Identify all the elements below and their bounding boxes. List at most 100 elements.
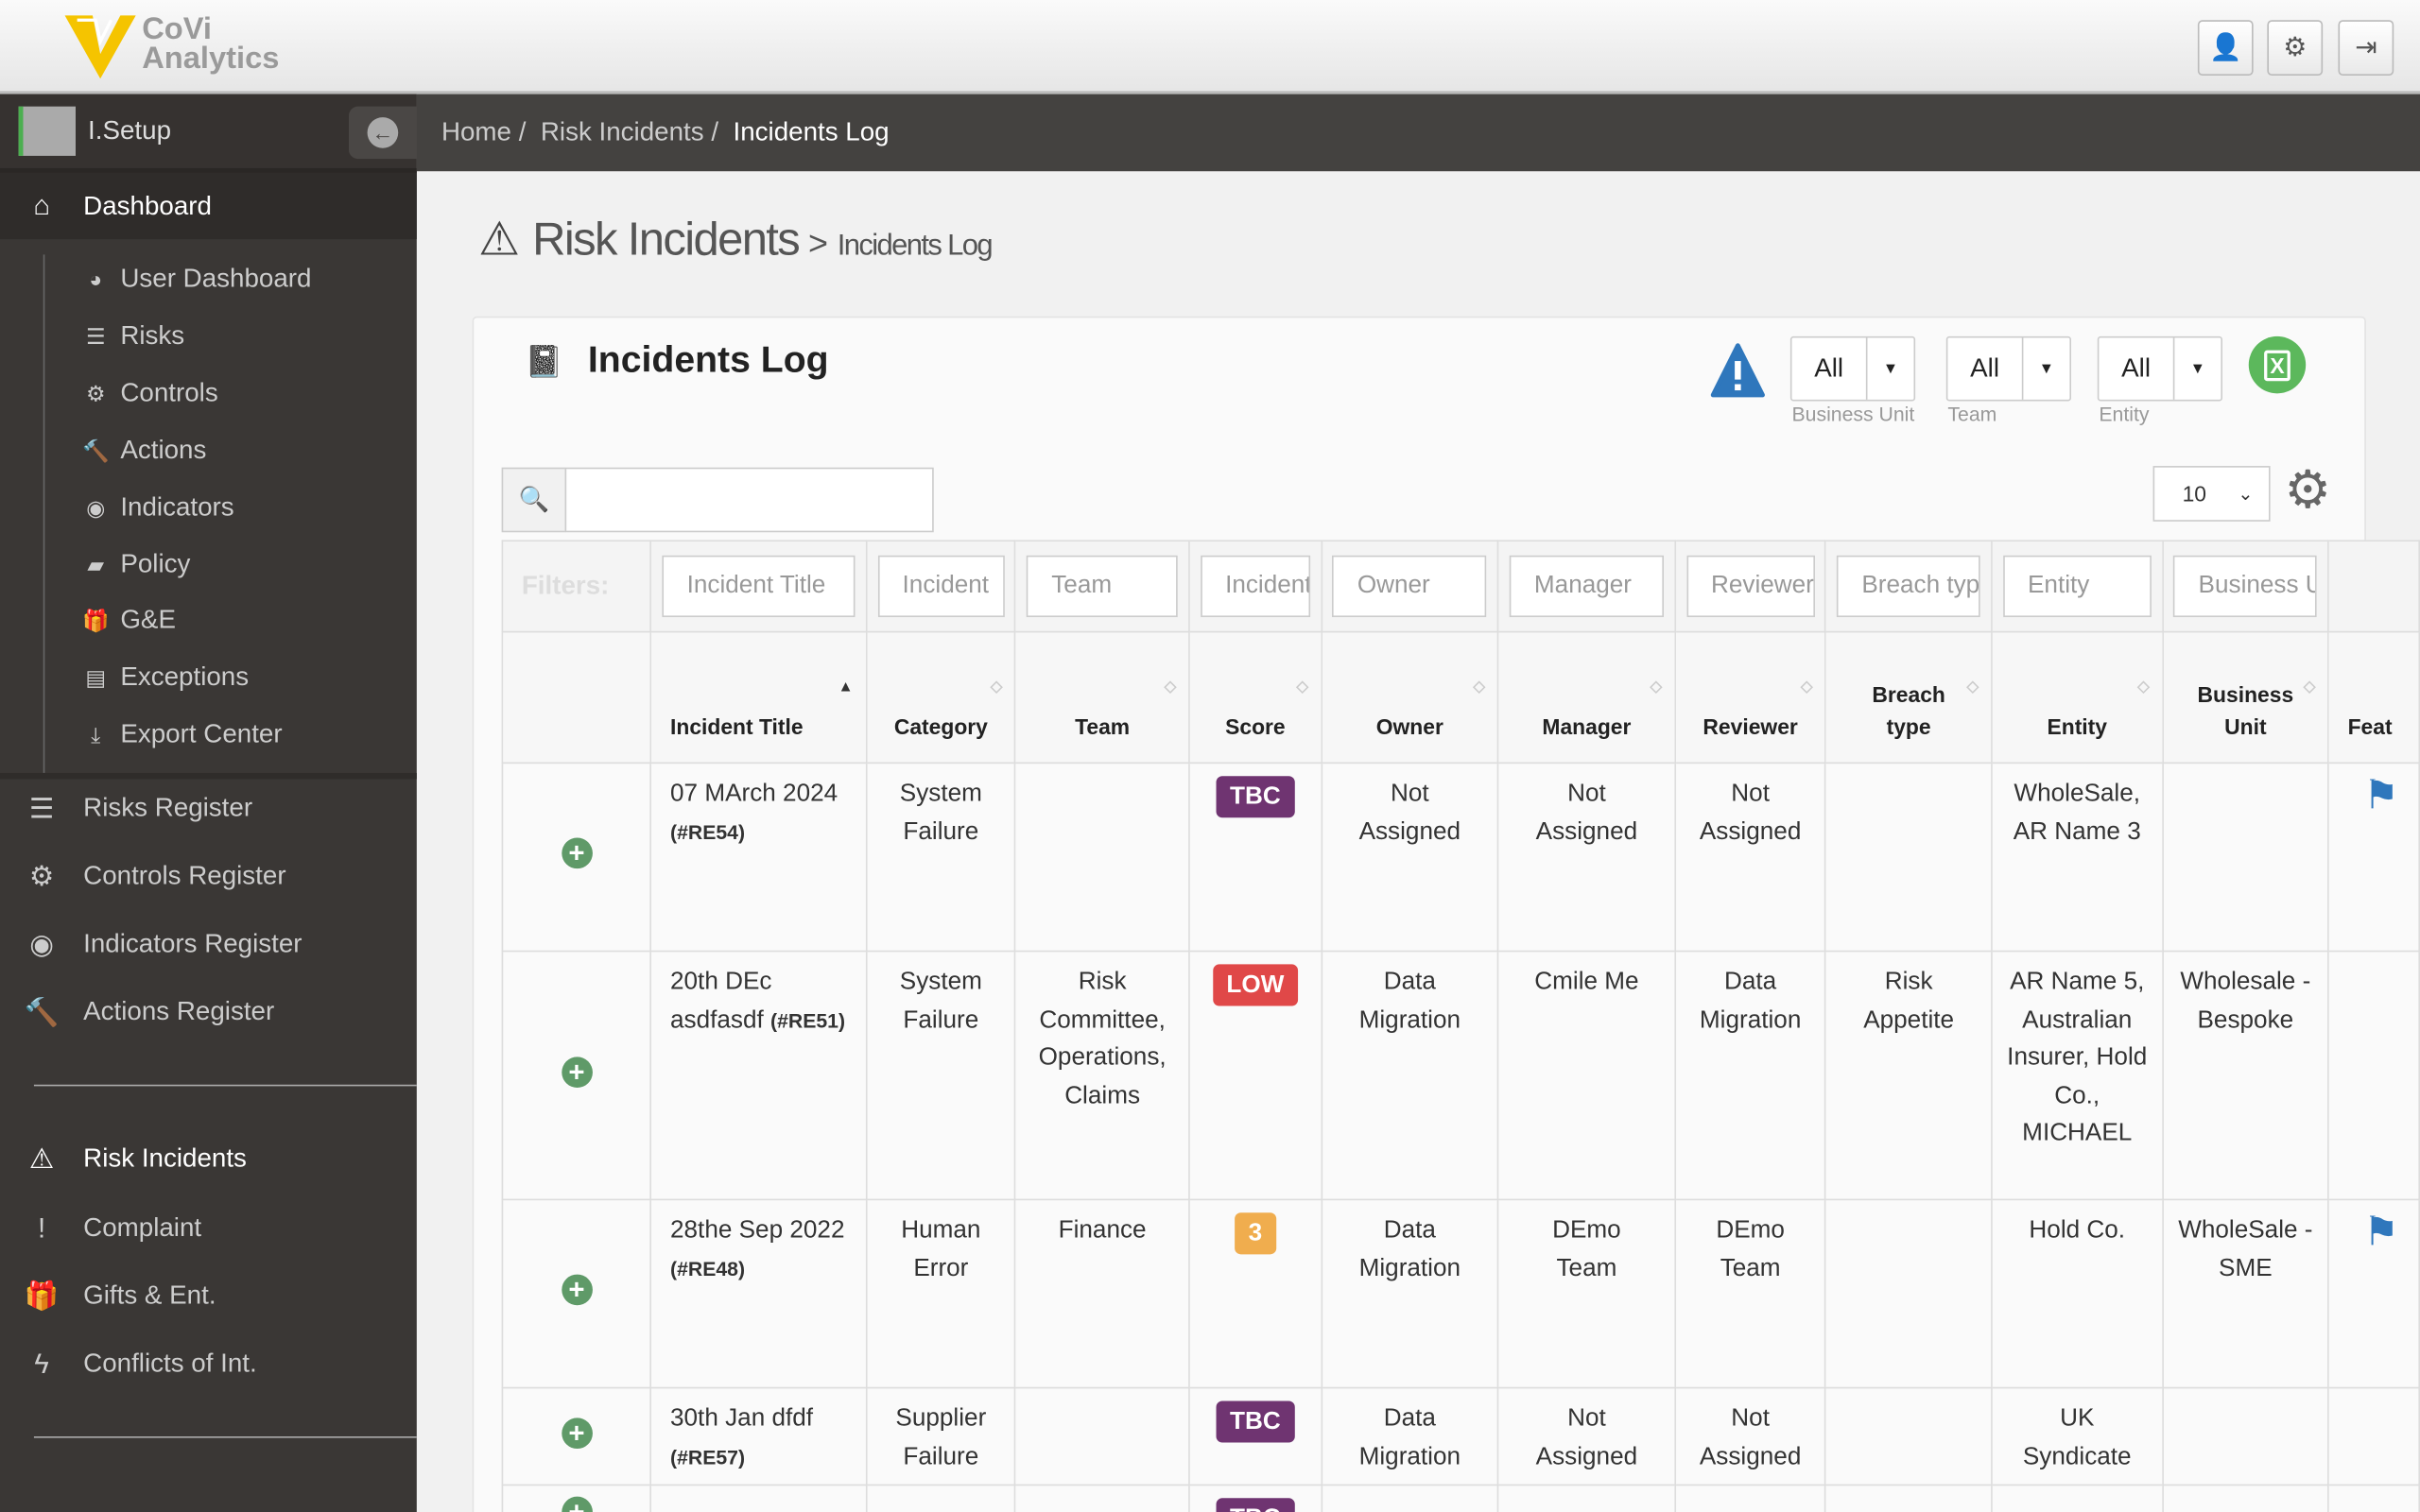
flag-icon[interactable]: ⚑: [2362, 1208, 2399, 1255]
column-header[interactable]: Manager ◇: [1497, 630, 1676, 765]
filter-score[interactable]: Incident: [1200, 555, 1310, 618]
sidebar-item-label: Risks Register: [83, 793, 253, 823]
settings-button[interactable]: ⚙: [2267, 20, 2324, 76]
plus-circle-icon[interactable]: +: [561, 1056, 593, 1088]
logout-button[interactable]: ⇥: [2338, 20, 2394, 76]
exclamation-icon: !: [37, 1211, 46, 1244]
sidebar-item-policy[interactable]: ▰ Policy: [80, 537, 190, 593]
plus-circle-icon[interactable]: +: [561, 1274, 593, 1306]
sidebar-item-user-dashboard[interactable]: ◕ User Dashboard: [80, 251, 312, 307]
avatar: [18, 106, 76, 156]
sidebar-item-indicators[interactable]: ◉ Indicators: [80, 480, 233, 536]
sidebar-item-risks[interactable]: ☰ Risks: [80, 309, 184, 365]
column-header[interactable]: Team ◇: [1014, 630, 1190, 765]
sidebar-user: I.Setup ←: [0, 94, 417, 173]
column-header[interactable]: Score ◇: [1188, 630, 1322, 765]
plus-circle-icon[interactable]: +: [561, 837, 593, 869]
filter-value: All: [1947, 337, 2024, 400]
flag-icon[interactable]: ⚑: [2362, 771, 2399, 818]
home-icon: ⌂: [33, 189, 50, 221]
divider: [33, 1435, 417, 1438]
collapse-sidebar-button[interactable]: ←: [348, 106, 417, 160]
filter-business-unit[interactable]: Business Unit: [2173, 555, 2318, 618]
sort-icon: ◇: [1164, 679, 1177, 696]
filter-entity[interactable]: Entity: [2002, 555, 2152, 618]
filter-category[interactable]: Incident: [877, 555, 1005, 618]
gavel-icon: 🔨: [81, 437, 110, 462]
filter-team[interactable]: Team: [1027, 555, 1179, 618]
sidebar-item-dashboard[interactable]: ⌂ Dashboard: [0, 172, 417, 240]
user-profile-button[interactable]: 👤: [2197, 20, 2254, 76]
cogs-icon: ⚙: [2283, 32, 2308, 62]
sort-icon: ◇: [1296, 679, 1308, 696]
reviewer-cell: Data Migration: [1674, 950, 1827, 1201]
expand-cell: +: [501, 950, 652, 1201]
sidebar-item-complaint[interactable]: ! Complaint: [0, 1200, 417, 1256]
sidebar-item-exceptions[interactable]: ▤ Exceptions: [80, 649, 249, 705]
column-header[interactable]: Owner ◇: [1320, 630, 1499, 765]
sidebar-item-label: Export Center: [120, 718, 283, 748]
entity-filter[interactable]: All ▼: [2097, 335, 2223, 402]
sidebar-item-indicators-register[interactable]: ◉ Indicators Register: [0, 917, 417, 972]
sidebar-item-label: Complaint: [83, 1212, 202, 1243]
table-row[interactable]: + 07 MArch 2024 (#RE54) System Failure T…: [501, 762, 2420, 953]
score-cell: TBC: [1188, 762, 1322, 953]
sidebar-item-label: Actions: [120, 435, 207, 465]
column-header[interactable]: Business Unit ◇: [2161, 630, 2329, 765]
business-unit-cell: [2161, 1484, 2329, 1512]
entity-cell: Hold Co.: [1991, 1198, 2164, 1389]
filter-incident-title[interactable]: Incident Title: [662, 555, 856, 618]
column-header[interactable]: Incident Title ▲: [649, 630, 868, 765]
incident-title-cell[interactable]: 28the Sep 2022 (#RE48): [649, 1198, 868, 1389]
incident-title-cell[interactable]: 30th Jan dfdf (#RE57): [649, 1386, 868, 1486]
sidebar-item-gifts[interactable]: 🎁 Gifts & Ent.: [0, 1268, 417, 1324]
filter-manager[interactable]: Manager: [1509, 555, 1665, 618]
sidebar-item-controls-register[interactable]: ⚙ Controls Register: [0, 849, 417, 904]
column-header[interactable]: Entity ◇: [1991, 630, 2164, 765]
sidebar-item-risk-incidents[interactable]: ⚠ Risk Incidents: [0, 1131, 417, 1187]
sidebar-item-label: Controls Register: [83, 861, 286, 891]
sidebar-item-ge[interactable]: 🎁 G&E: [80, 593, 176, 648]
plus-circle-icon[interactable]: +: [561, 1417, 593, 1449]
column-header[interactable]: Breach type ◇: [1824, 630, 1993, 765]
sidebar-item-risks-register[interactable]: ☰ Risks Register: [0, 781, 417, 836]
business-unit-filter[interactable]: All ▼: [1789, 335, 1916, 402]
table-row[interactable]: + 28the Sep 2022 (#RE48) Human Error Fin…: [501, 1198, 2420, 1389]
dot-circle-icon: ◉: [86, 494, 106, 520]
score-badge: LOW: [1212, 964, 1299, 1006]
export-excel-button[interactable]: X: [2248, 335, 2307, 394]
team-cell: Risk Committee, Operations, Claims: [1014, 950, 1190, 1201]
column-header[interactable]: Reviewer ◇: [1674, 630, 1827, 765]
table-row[interactable]: + 20th DEc asdfasdf (#RE51) System Failu…: [501, 950, 2420, 1201]
filter-owner[interactable]: Owner: [1332, 555, 1487, 618]
search-input[interactable]: [564, 467, 934, 533]
incident-title-cell[interactable]: 20th DEc asdfasdf (#RE51): [649, 950, 868, 1201]
sidebar-item-actions-register[interactable]: 🔨 Actions Register: [0, 985, 417, 1040]
filter-breach-type[interactable]: Breach type: [1837, 555, 1981, 618]
sidebar-item-conflicts[interactable]: ϟ Conflicts of Int.: [0, 1336, 417, 1392]
caret-down-icon: ▼: [2189, 360, 2205, 378]
team-filter[interactable]: All ▼: [1945, 335, 2072, 402]
breadcrumb: Home / Risk Incidents / Incidents Log: [416, 94, 2420, 172]
breadcrumb-home[interactable]: Home: [441, 117, 511, 147]
column-header[interactable]: Feat: [2327, 630, 2420, 765]
reviewer-cell: DEmo Team: [1674, 1198, 1827, 1389]
incident-title-cell[interactable]: [649, 1484, 868, 1512]
table-row[interactable]: + TBC: [501, 1484, 2420, 1512]
breadcrumb-risk-incidents[interactable]: Risk Incidents: [540, 117, 704, 147]
sidebar-item-controls[interactable]: ⚙ Controls: [80, 366, 218, 421]
page-size-select[interactable]: 10 ⌄: [2152, 466, 2271, 522]
score-cell: TBC: [1188, 1386, 1322, 1486]
sidebar-item-export-center[interactable]: ⤓ Export Center: [80, 707, 283, 763]
divider: [0, 772, 417, 780]
sign-out-icon: ⇥: [2355, 32, 2377, 62]
plus-circle-icon[interactable]: +: [561, 1497, 593, 1512]
column-settings-button[interactable]: ⚙: [2284, 460, 2331, 522]
filter-reviewer[interactable]: Reviewer: [1685, 555, 1815, 618]
incident-title-cell[interactable]: 07 MArch 2024 (#RE54): [649, 762, 868, 953]
list-icon: ☰: [85, 323, 106, 349]
manager-cell: DEmo Team: [1497, 1198, 1676, 1389]
column-header[interactable]: Category ◇: [865, 630, 1017, 765]
sidebar-item-actions[interactable]: 🔨 Actions: [80, 422, 206, 478]
table-row[interactable]: + 30th Jan dfdf (#RE57) Supplier Failure…: [501, 1386, 2420, 1486]
